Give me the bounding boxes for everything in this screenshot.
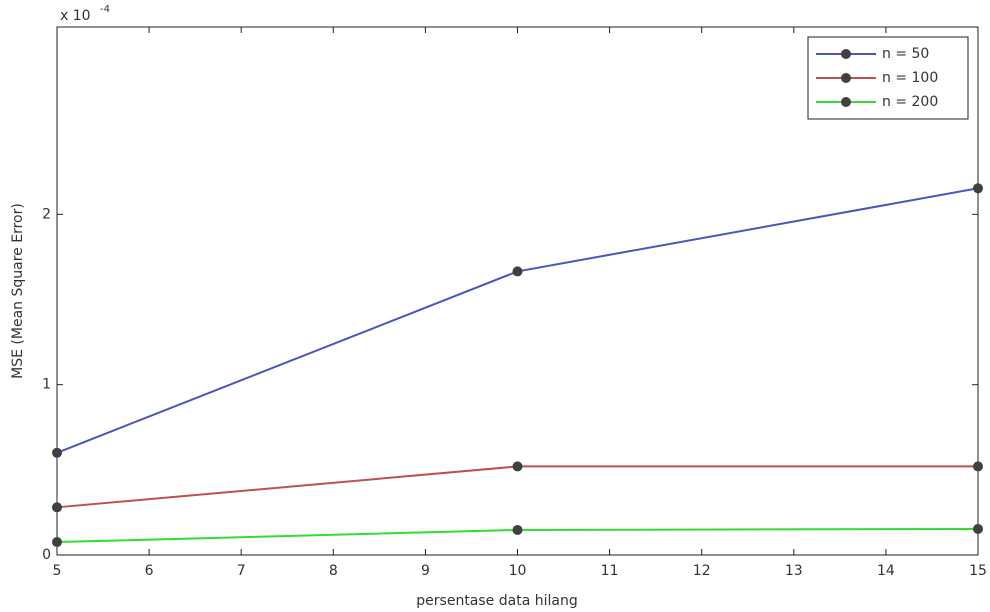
marker [973,461,983,471]
legend-marker [841,73,851,83]
marker [52,502,62,512]
x-tick-label: 13 [785,563,803,579]
marker [513,525,523,535]
legend-label: n = 50 [882,46,929,62]
x-tick-label: 11 [601,563,619,579]
x-tick-label: 6 [145,563,154,579]
marker [52,537,62,547]
legend-marker [841,49,851,59]
y-tick-label: 0 [42,547,51,563]
x-tick-label: 8 [329,563,338,579]
marker [513,266,523,276]
x-tick-label: 5 [53,563,62,579]
x-tick-label: 7 [237,563,246,579]
chart: persentase data hilang MSE (Mean Square … [0,0,990,612]
legend-marker [841,97,851,107]
x-tick-label: 15 [969,563,987,579]
x-axis-label: persentase data hilang [416,593,577,609]
marker [513,461,523,471]
y-tick-label: 2 [42,206,51,222]
legend-label: n = 200 [882,94,938,110]
y-multiplier-base: x 10 [60,8,91,24]
marker [973,183,983,193]
marker [973,524,983,534]
y-multiplier-exponent: -4 [100,4,110,15]
x-tick-label: 10 [509,563,527,579]
y-axis-label: MSE (Mean Square Error) [10,203,26,379]
marker [52,448,62,458]
x-tick-label: 9 [421,563,430,579]
legend-label: n = 100 [882,70,938,86]
x-tick-label: 14 [877,563,895,579]
y-tick-label: 1 [42,377,51,393]
x-tick-label: 12 [693,563,711,579]
